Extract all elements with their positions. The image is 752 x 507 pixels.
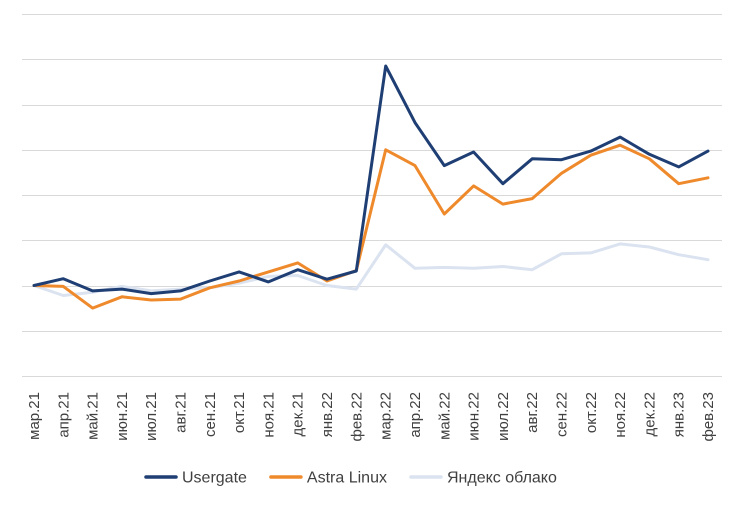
x-tick-label: янв.22 <box>319 392 336 437</box>
legend-label-0: Usergate <box>182 470 247 487</box>
x-tick-label: окт.22 <box>583 392 600 433</box>
x-axis-tick-labels: мар.21 апр.21 май.21 июн.21 июл.21 авг.21 сен.… <box>26 392 717 442</box>
x-tick-label: июн.21 <box>114 392 131 441</box>
x-tick-label: дек.21 <box>290 392 307 437</box>
legend-label-1: Astra Linux <box>307 470 387 487</box>
x-tick-label: мар.22 <box>378 392 395 440</box>
legend: Usergate Astra Linux Яндекс облако <box>144 470 557 487</box>
x-tick-label: ноя.22 <box>612 392 629 438</box>
x-tick-label: июл.21 <box>143 392 160 441</box>
x-tick-label: янв.23 <box>671 392 688 437</box>
x-tick-label: июн.22 <box>466 392 483 441</box>
x-tick-label: мар.21 <box>26 392 43 440</box>
x-tick-label: ноя.21 <box>260 392 277 438</box>
x-tick-label: авг.22 <box>524 392 541 433</box>
gridlines <box>22 14 722 377</box>
series-line-astra-linux <box>32 143 710 310</box>
x-tick-label: сен.22 <box>553 392 570 437</box>
x-tick-label: фев.22 <box>348 392 365 442</box>
legend-label-2: Яндекс облако <box>447 470 557 487</box>
x-tick-label: апр.21 <box>55 392 72 438</box>
x-tick-label: авг.21 <box>173 392 190 433</box>
x-tick-label: май.21 <box>85 392 102 440</box>
x-tick-label: май.22 <box>436 392 453 440</box>
x-tick-label: сен.21 <box>202 392 219 437</box>
x-tick-label: июл.22 <box>495 392 512 441</box>
series-line-яндекс-облако <box>32 242 710 297</box>
x-tick-label: окт.21 <box>231 392 248 433</box>
series-line-usergate <box>32 64 710 296</box>
series-lines <box>32 64 710 310</box>
x-tick-label: дек.22 <box>641 392 658 437</box>
x-tick-label: фев.23 <box>700 392 717 442</box>
x-tick-label: апр.22 <box>407 392 424 438</box>
